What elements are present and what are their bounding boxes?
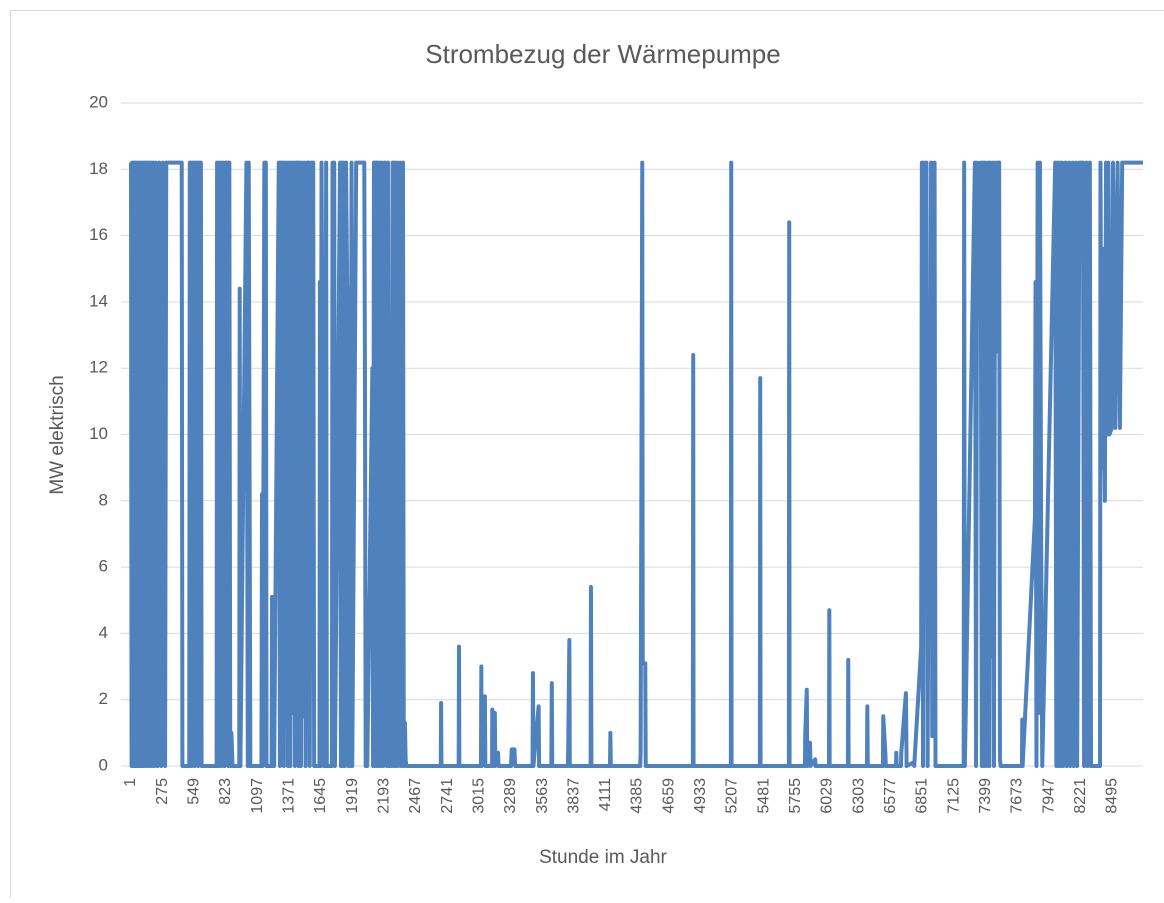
x-tick-label: 6303 [850,778,867,814]
x-tick-label: 2193 [375,778,392,814]
x-tick-label: 4385 [629,778,646,814]
x-tick-label: 3837 [565,778,582,814]
x-tick-label: 2467 [407,778,424,814]
x-tick-label: 1919 [344,778,361,814]
y-tick-label: 6 [99,557,108,576]
x-axis-title: Stunde im Jahr [539,847,667,868]
y-tick-label: 2 [99,689,108,708]
y-tick-label: 14 [89,291,108,310]
x-tick-label: 4111 [597,778,614,811]
x-tick-label: 275 [154,778,171,805]
x-tick-label: 823 [217,778,234,805]
x-tick-label: 7947 [1040,778,1057,814]
x-tick-label: 549 [186,778,203,805]
x-tick-label: 6851 [914,778,931,814]
y-tick-label: 10 [89,424,108,443]
y-tick-label: 0 [99,755,108,774]
x-tick-label: 5755 [787,778,804,814]
y-tick-label: 12 [89,358,108,377]
y-tick-label: 16 [89,225,108,244]
chart-title: Strombezug der Wärmepumpe [425,39,780,69]
y-axis-title: MW elektrisch [47,375,68,494]
y-tick-label: 20 [89,92,108,111]
x-tick-label: 3015 [470,778,487,814]
x-tick-label: 3289 [502,778,519,814]
x-tick-label: 1 [122,778,139,787]
x-tick-label: 8221 [1072,778,1089,814]
x-tick-label: 1645 [312,778,329,814]
x-tick-label: 6577 [882,778,899,814]
x-tick-label: 2741 [439,778,456,814]
x-tick-label: 4659 [660,778,677,814]
x-tick-label: 8495 [1104,778,1121,814]
x-tick-label: 1371 [281,778,298,814]
y-tick-label: 8 [99,490,108,509]
y-tick-label: 18 [89,159,108,178]
x-tick-label: 5481 [755,778,772,814]
x-tick-label: 3563 [534,778,551,814]
x-tick-label: 7125 [945,778,962,814]
x-tick-label: 7673 [1009,778,1026,814]
x-tick-label: 7399 [977,778,994,814]
x-tick-label: 5207 [724,778,741,814]
x-tick-label: 1097 [249,778,266,814]
x-tick-label: 4933 [692,778,709,814]
y-tick-label: 4 [99,623,108,642]
x-tick-label: 6029 [819,778,836,814]
